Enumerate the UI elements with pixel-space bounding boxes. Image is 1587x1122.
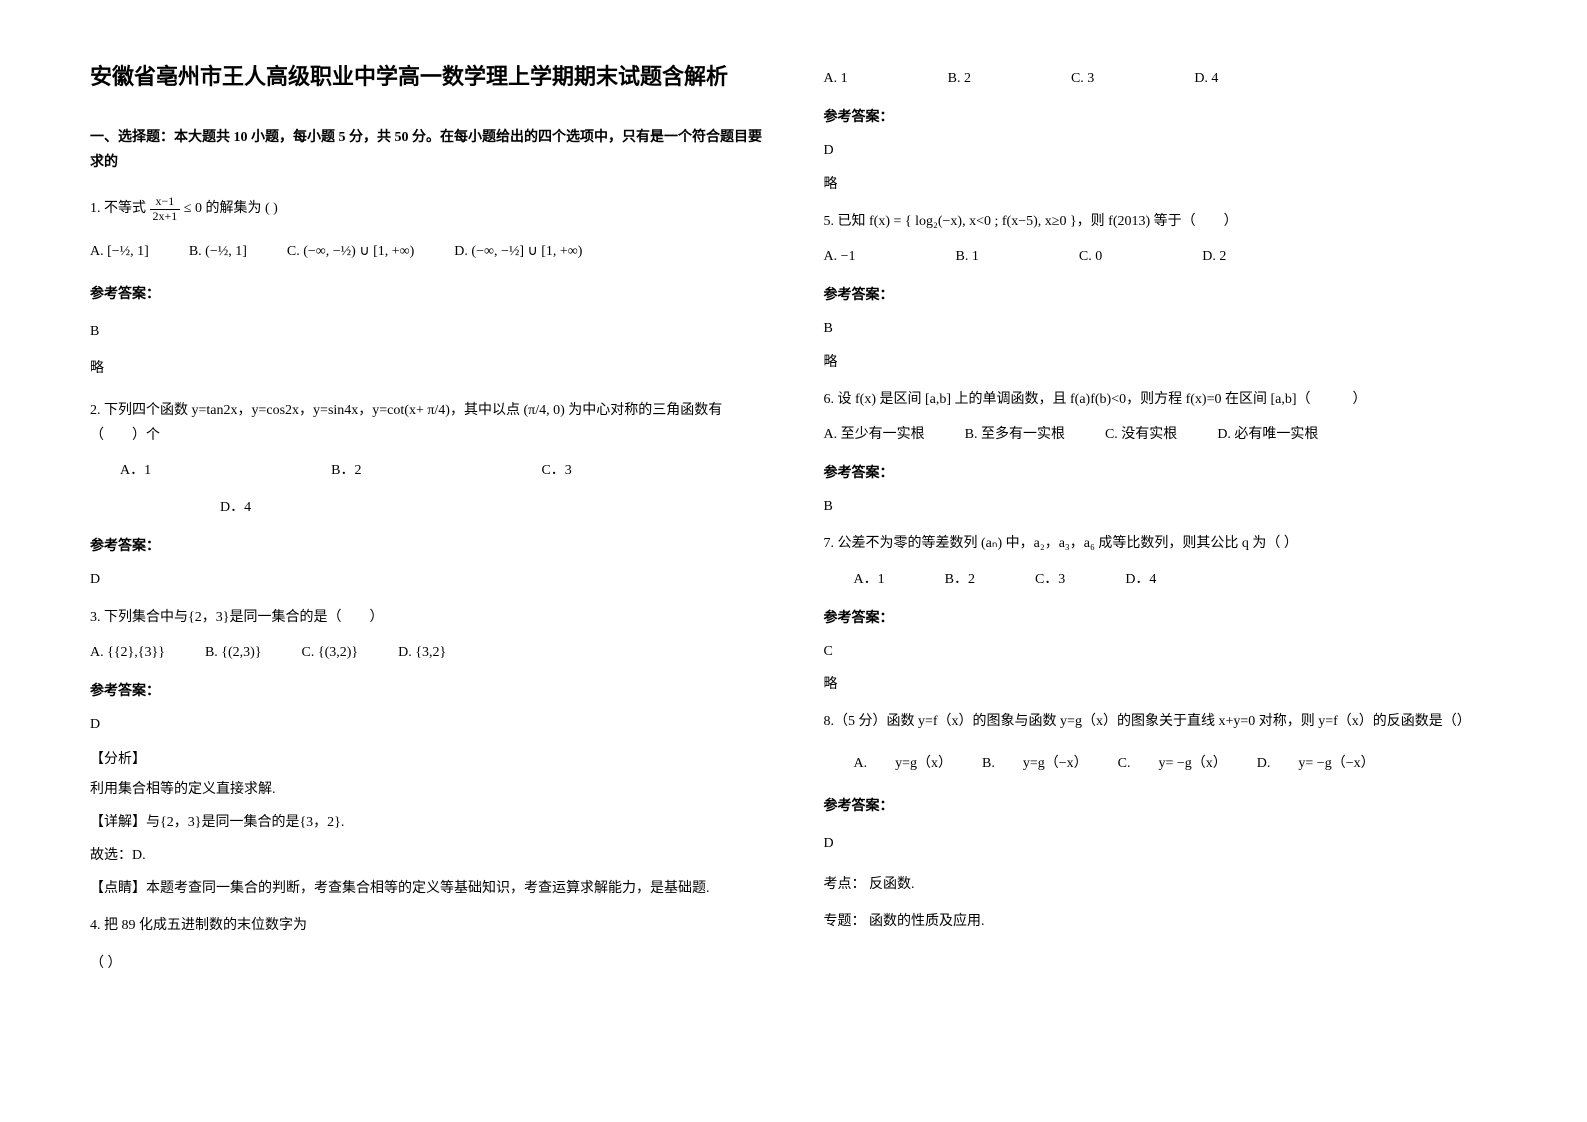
- q7-options: A．1 B．2 C．3 D．4: [824, 567, 1498, 592]
- q4-opt-c: C. 3: [1071, 66, 1094, 91]
- q4-opt-b: B. 2: [948, 66, 971, 91]
- q5-opt-b: B. 1: [956, 244, 979, 269]
- q7-note: 略: [824, 672, 1498, 697]
- q3-opt-b: B. {(2,3)}: [205, 640, 262, 665]
- q3-analysis-label: 【分析】: [90, 747, 764, 772]
- q6-opt-b: B. 至多有一实根: [965, 422, 1065, 447]
- q5-answer-label: 参考答案：: [824, 283, 1498, 308]
- q8-opt-b: B. y=g（−x）: [982, 751, 1088, 776]
- q1-options: A. [−½, 1] B. (−½, 1] C. (−∞, −½) ∪ [1, …: [90, 239, 764, 264]
- question-4: 4. 把 89 化成五进制数的末位数字为: [90, 913, 764, 938]
- q7-answer-label: 参考答案：: [824, 606, 1498, 631]
- q1-frac-num: x−1: [150, 195, 181, 209]
- q6-options: A. 至少有一实根 B. 至多有一实根 C. 没有实根 D. 必有唯一实根: [824, 422, 1498, 447]
- q7-answer: C: [824, 639, 1498, 664]
- q2-opt-d: D．4: [220, 495, 251, 520]
- q8-answer: D: [824, 831, 1498, 856]
- q2-answer: D: [90, 567, 764, 592]
- q7-opt-c: C．3: [1035, 567, 1065, 592]
- page-container: 安徽省亳州市王人高级职业中学高一数学理上学期期末试题含解析 一、选择题：本大题共…: [90, 60, 1497, 1062]
- q3-opt-d: D. {3,2}: [398, 640, 446, 665]
- q4-options: A. 1 B. 2 C. 3 D. 4: [824, 66, 1498, 91]
- q8-options: A. y=g（x） B. y=g（−x） C. y= −g（x） D. y= −…: [824, 751, 1498, 776]
- q1-frac-den: 2x+1: [150, 210, 181, 223]
- question-7: 7. 公差不为零的等差数列 (aₙ) 中，a₂，a₃，a₆ 成等比数列，则其公比…: [824, 531, 1498, 556]
- q5-note: 略: [824, 350, 1498, 375]
- q1-opt-a: A. [−½, 1]: [90, 239, 149, 264]
- q3-analysis: 利用集合相等的定义直接求解.: [90, 777, 764, 802]
- q4-answer-label: 参考答案：: [824, 105, 1498, 130]
- q5-opt-c: C. 0: [1079, 244, 1102, 269]
- section-1-header: 一、选择题：本大题共 10 小题，每小题 5 分，共 50 分。在每小题给出的四…: [90, 125, 764, 175]
- q2-answer-label: 参考答案：: [90, 534, 764, 559]
- q2-opt-c: C．3: [541, 458, 571, 483]
- q6-opt-a: A. 至少有一实根: [824, 422, 925, 447]
- q3-conclusion: 故选：D.: [90, 843, 764, 868]
- question-2: 2. 下列四个函数 y=tan2x，y=cos2x，y=sin4x，y=cot(…: [90, 398, 764, 448]
- q4-paren: （ ）: [90, 951, 764, 976]
- q8-opt-d: D. y= −g（−x）: [1257, 751, 1375, 776]
- q8-answer-label: 参考答案：: [824, 794, 1498, 819]
- q7-opt-b: B．2: [945, 567, 975, 592]
- q3-opt-c: C. {(3,2)}: [302, 640, 359, 665]
- question-3: 3. 下列集合中与{2，3}是同一集合的是（ ）: [90, 605, 764, 630]
- q3-answer-label: 参考答案：: [90, 679, 764, 704]
- q1-opt-d: D. (−∞, −½] ∪ [1, +∞): [454, 239, 582, 264]
- q1-suffix: ≤ 0 的解集为 ( ): [184, 201, 278, 216]
- question-1: 1. 不等式 x−1 2x+1 ≤ 0 的解集为 ( ): [90, 195, 764, 222]
- q3-answer: D: [90, 712, 764, 737]
- q8-topic: 考点： 反函数.: [824, 872, 1498, 897]
- q3-opt-a: A. {{2},{3}}: [90, 640, 165, 665]
- q2-opt-b: B．2: [331, 458, 361, 483]
- q1-answer-label: 参考答案：: [90, 282, 764, 307]
- q1-note: 略: [90, 356, 764, 381]
- q1-opt-b: B. (−½, 1]: [189, 239, 247, 264]
- question-8: 8.（5 分）函数 y=f（x）的图象与函数 y=g（x）的图象关于直线 x+y…: [824, 709, 1498, 734]
- q8-special: 专题： 函数的性质及应用.: [824, 909, 1498, 934]
- q8-opt-a: A. y=g（x）: [854, 751, 953, 776]
- q4-opt-a: A. 1: [824, 66, 848, 91]
- q6-opt-c: C. 没有实根: [1105, 422, 1177, 447]
- q5-answer: B: [824, 316, 1498, 341]
- question-5: 5. 已知 f(x) = { log₂(−x), x<0 ; f(x−5), x…: [824, 209, 1498, 234]
- q3-options: A. {{2},{3}} B. {(2,3)} C. {(3,2)} D. {3…: [90, 640, 764, 665]
- q3-comment: 【点睛】本题考查同一集合的判断，考查集合相等的定义等基础知识，考查运算求解能力，…: [90, 876, 764, 901]
- q2-options-row1: A．1 B．2 C．3: [90, 458, 764, 483]
- right-column: A. 1 B. 2 C. 3 D. 4 参考答案： D 略 5. 已知 f(x)…: [824, 60, 1498, 1062]
- q6-answer: B: [824, 494, 1498, 519]
- q2-options-row2: D．4: [90, 495, 764, 520]
- q4-note: 略: [824, 172, 1498, 197]
- q1-answer: B: [90, 319, 764, 344]
- q2-opt-a: A．1: [120, 458, 151, 483]
- q1-fraction: x−1 2x+1: [150, 195, 181, 222]
- q5-options: A. −1 B. 1 C. 0 D. 2: [824, 244, 1498, 269]
- q6-opt-d: D. 必有唯一实根: [1217, 422, 1318, 447]
- q1-prefix: 1. 不等式: [90, 201, 150, 216]
- q8-opt-c: C. y= −g（x）: [1118, 751, 1227, 776]
- q3-detail: 【详解】与{2，3}是同一集合的是{3，2}.: [90, 810, 764, 835]
- q4-answer: D: [824, 138, 1498, 163]
- q6-answer-label: 参考答案：: [824, 461, 1498, 486]
- q7-opt-d: D．4: [1125, 567, 1156, 592]
- left-column: 安徽省亳州市王人高级职业中学高一数学理上学期期末试题含解析 一、选择题：本大题共…: [90, 60, 764, 1062]
- q7-opt-a: A．1: [854, 567, 885, 592]
- q5-opt-d: D. 2: [1202, 244, 1226, 269]
- question-6: 6. 设 f(x) 是区间 [a,b] 上的单调函数，且 f(a)f(b)<0，…: [824, 387, 1498, 412]
- q4-opt-d: D. 4: [1194, 66, 1218, 91]
- q5-opt-a: A. −1: [824, 244, 856, 269]
- q1-opt-c: C. (−∞, −½) ∪ [1, +∞): [287, 239, 414, 264]
- document-title: 安徽省亳州市王人高级职业中学高一数学理上学期期末试题含解析: [90, 60, 764, 93]
